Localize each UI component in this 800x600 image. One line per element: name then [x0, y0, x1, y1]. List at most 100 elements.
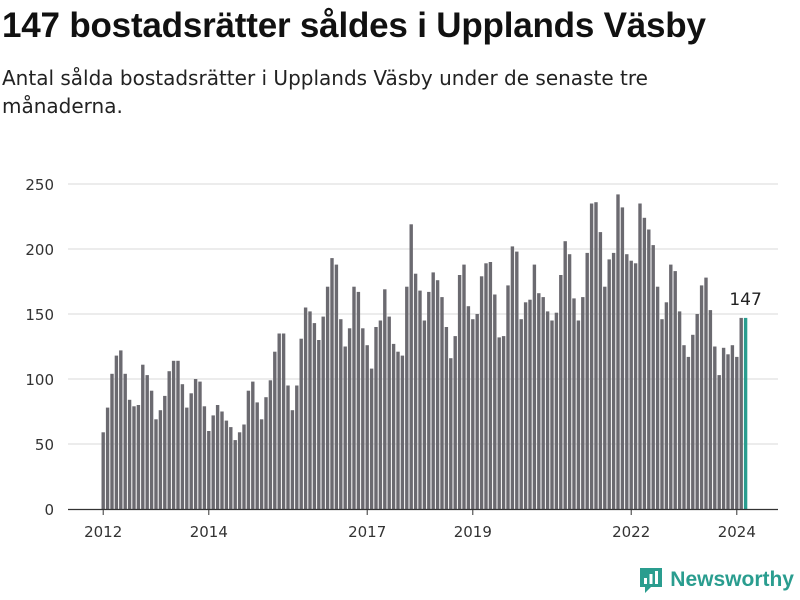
- newsworthy-logo-text: Newsworthy: [670, 568, 794, 591]
- bar: [708, 310, 713, 509]
- x-tick-label: 2019: [454, 523, 492, 541]
- bar: [493, 294, 497, 509]
- bar: [726, 354, 730, 509]
- bar: [149, 390, 154, 509]
- bar: [229, 427, 233, 509]
- bar: [308, 311, 312, 509]
- y-tick-label: 200: [25, 241, 54, 259]
- bar: [295, 385, 299, 509]
- bar: [176, 360, 180, 509]
- bar: [242, 424, 246, 509]
- bar: [620, 207, 625, 509]
- bar: [471, 319, 475, 509]
- bar: [625, 254, 629, 509]
- bar: [268, 380, 273, 509]
- bar: [224, 420, 229, 509]
- bar: [479, 276, 484, 509]
- bar: [739, 317, 743, 509]
- bar: [383, 289, 387, 509]
- bar: [101, 432, 105, 509]
- bar: [545, 311, 550, 509]
- bar: [497, 337, 501, 509]
- bar: [281, 333, 286, 509]
- highlight-value-label: 147: [729, 290, 761, 310]
- y-tick-label: 50: [35, 436, 54, 454]
- bar: [682, 345, 686, 509]
- bar: [127, 399, 132, 509]
- bar: [220, 411, 224, 509]
- newsworthy-logo: Newsworthy: [638, 564, 794, 596]
- bar: [629, 260, 633, 509]
- bar: [735, 356, 739, 509]
- bar: [435, 280, 440, 509]
- bar: [501, 336, 506, 509]
- bar: [185, 407, 189, 509]
- y-tick-label: 0: [44, 501, 54, 519]
- bar: [541, 297, 545, 509]
- y-tick-label: 100: [25, 371, 54, 389]
- bar: [598, 232, 603, 509]
- bar: [607, 259, 611, 509]
- bar: [515, 251, 519, 509]
- y-tick-label: 250: [25, 176, 54, 194]
- bar: [396, 351, 400, 509]
- bar: [400, 355, 405, 509]
- bar: [431, 272, 435, 509]
- bar: [299, 338, 303, 509]
- bar: [669, 264, 673, 509]
- bar: [440, 297, 444, 509]
- bar: [576, 320, 581, 509]
- bar: [339, 319, 343, 509]
- chart-axes: [68, 508, 778, 515]
- bar: [193, 379, 198, 509]
- bar: [585, 252, 589, 509]
- bar: [369, 368, 374, 509]
- x-tick-label: 2014: [190, 523, 228, 541]
- bar: [378, 320, 383, 509]
- bar: [215, 405, 220, 509]
- bar: [677, 311, 682, 509]
- bar: [343, 346, 347, 509]
- bar: [642, 217, 647, 510]
- bar: [655, 286, 660, 509]
- bar: [202, 406, 207, 509]
- bar: [317, 340, 321, 509]
- bar: [361, 328, 365, 509]
- bar: [528, 299, 532, 509]
- bar: [180, 384, 185, 509]
- bar: [163, 395, 167, 509]
- page-title: 147 bostadsrätter såldes i Upplands Väsb…: [2, 6, 706, 45]
- chart-grid: [68, 183, 778, 445]
- bar: [647, 229, 651, 509]
- bar: [691, 334, 695, 509]
- bar: [211, 415, 215, 509]
- bar: [114, 355, 119, 509]
- bar: [334, 264, 339, 509]
- bar: [506, 285, 510, 509]
- bar: [559, 275, 563, 509]
- bar: [519, 319, 523, 509]
- bar: [418, 290, 422, 509]
- bar: [154, 419, 158, 509]
- bar: [537, 293, 541, 509]
- x-tick-label: 2012: [84, 523, 122, 541]
- bar: [158, 410, 163, 509]
- bar: [466, 306, 471, 509]
- bar: [554, 312, 559, 509]
- bar: [141, 364, 145, 509]
- bar: [510, 246, 515, 509]
- bar: [673, 271, 677, 509]
- bar: [321, 316, 325, 509]
- bar: [589, 203, 594, 509]
- bar: [567, 254, 572, 509]
- bar: [730, 345, 735, 509]
- newsworthy-logo-icon: [640, 568, 663, 593]
- bar: [119, 350, 123, 509]
- bar: [488, 262, 493, 509]
- bar: [686, 356, 691, 509]
- bar: [638, 203, 642, 509]
- chart-bars: [101, 194, 748, 510]
- bar: [660, 319, 664, 509]
- bar: [352, 286, 356, 509]
